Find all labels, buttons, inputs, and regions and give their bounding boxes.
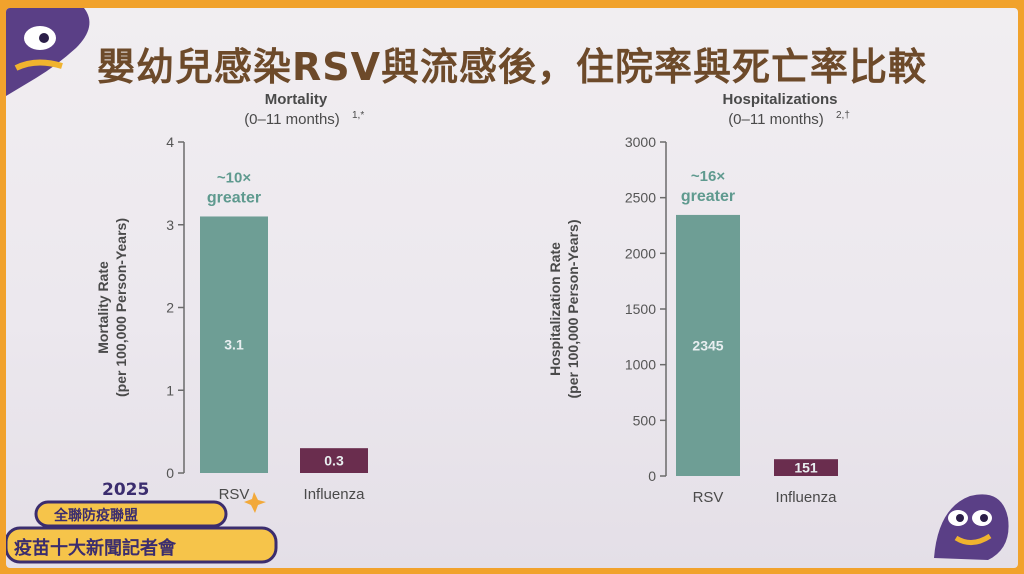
mascot-top-left-image [6,8,90,96]
y-tick-label: 0 [648,468,656,484]
chart-subtitle-superscript: 1,* [352,110,364,121]
bar-value-label: 3.1 [224,337,244,353]
bar-value-label: 151 [794,460,818,476]
chart-subtitle: (0–11 months) [244,111,340,128]
y-axis-label: Hospitalization Rate [547,242,563,376]
slide-screen: 嬰幼兒感染RSV與流感後，住院率與死亡率比較 Mortality (0–11 mo… [6,8,1018,568]
event-logo-year: 2025 [102,480,150,500]
y-tick-label: 500 [633,412,657,428]
y-axis-label-units: (per 100,000 Person-Years) [565,220,581,399]
bar-value-label: 2345 [692,337,723,353]
x-category-label: RSV [693,489,724,506]
y-tick-label: 4 [166,134,174,150]
annotation-greater: greater [681,188,735,205]
annotation-multiplier: ~16× [691,168,725,185]
x-category-label: RSV [219,486,250,503]
bar-rsv [676,214,740,476]
event-logo-graphic [6,492,278,564]
y-tick-label: 2 [166,300,174,316]
chart-title: Mortality [265,91,328,108]
hospitalization-chart: Hospitalizations (0–11 months) 2,† Hospital… [547,91,850,506]
mascot-bottom-right-image [934,494,1009,560]
y-tick-label: 3 [166,217,174,233]
y-tick-label: 1000 [625,357,656,373]
bar-rsv [200,216,268,473]
y-tick-label: 1 [166,382,174,398]
annotation-multiplier: ~10× [217,169,251,186]
annotation-greater: greater [207,189,261,206]
chart-subtitle: (0–11 months) [728,111,824,128]
y-tick-label: 2500 [625,190,656,206]
chart-title: Hospitalizations [722,91,837,108]
x-category-label: Influenza [776,489,838,506]
y-tick-label: 1500 [625,301,656,317]
mortality-chart: Mortality (0–11 months) 1,* Mortality Rate(… [95,91,368,503]
chart-subtitle-superscript: 2,† [836,110,850,121]
y-axis-label-units: (per 100,000 Person-Years) [113,218,129,397]
bar-value-label: 0.3 [324,453,344,469]
y-tick-label: 2000 [625,245,656,261]
y-tick-label: 3000 [625,134,656,150]
event-logo-line2: 疫苗十大新聞記者會 [14,538,176,559]
y-axis-label: Mortality Rate [95,261,111,354]
bar-influenza [774,459,838,476]
event-logo-line1: 全聯防疫聯盟 [54,508,138,524]
slide-title: 嬰幼兒感染RSV與流感後，住院率與死亡率比較 [96,45,928,89]
bar-influenza [300,448,368,473]
event-logo: 2025 全聯防疫聯盟 疫苗十大新聞記者會 [6,478,296,568]
x-category-label: Influenza [304,486,366,503]
y-tick-label: 0 [166,465,174,481]
